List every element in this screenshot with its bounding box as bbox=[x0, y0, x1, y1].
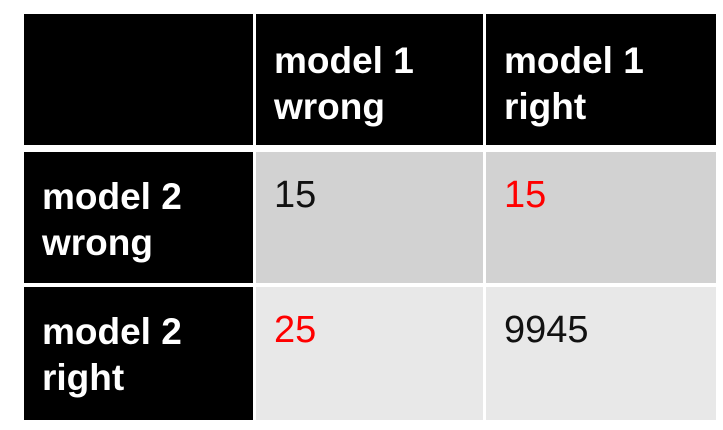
cell-m2wrong-m1right: 15 bbox=[486, 152, 716, 283]
row-header-model2-wrong: model 2 wrong bbox=[24, 152, 253, 283]
header-model1-wrong: model 1 wrong bbox=[256, 14, 483, 145]
cell-m2wrong-m1wrong: 15 bbox=[256, 152, 483, 283]
contingency-table: model 1 wrong model 1 right model 2 wron… bbox=[24, 14, 716, 420]
cell-m2right-m1right: 9945 bbox=[486, 287, 716, 420]
cell-m2right-m1wrong: 25 bbox=[256, 287, 483, 420]
header-corner-cell bbox=[24, 14, 253, 145]
row-header-model2-right: model 2 right bbox=[24, 287, 253, 420]
header-model1-right: model 1 right bbox=[486, 14, 716, 145]
